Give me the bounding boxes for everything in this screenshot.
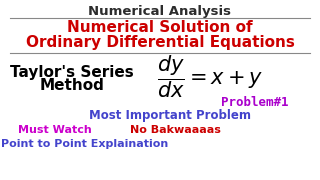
Text: Numerical Solution of: Numerical Solution of [67, 21, 253, 35]
Text: Numerical Analysis: Numerical Analysis [89, 6, 231, 19]
Text: Must Watch: Must Watch [18, 125, 92, 135]
Text: Point to Point Explaination: Point to Point Explaination [1, 139, 169, 149]
Text: Method: Method [40, 78, 104, 93]
Text: Most Important Problem: Most Important Problem [89, 109, 251, 122]
Text: $\dfrac{dy}{dx} = x + y$: $\dfrac{dy}{dx} = x + y$ [157, 54, 263, 100]
Text: Problem#1: Problem#1 [221, 96, 289, 109]
Text: Taylor's Series: Taylor's Series [10, 64, 134, 80]
Text: Ordinary Differential Equations: Ordinary Differential Equations [26, 35, 294, 50]
Text: No Bakwaaaas: No Bakwaaaas [130, 125, 220, 135]
